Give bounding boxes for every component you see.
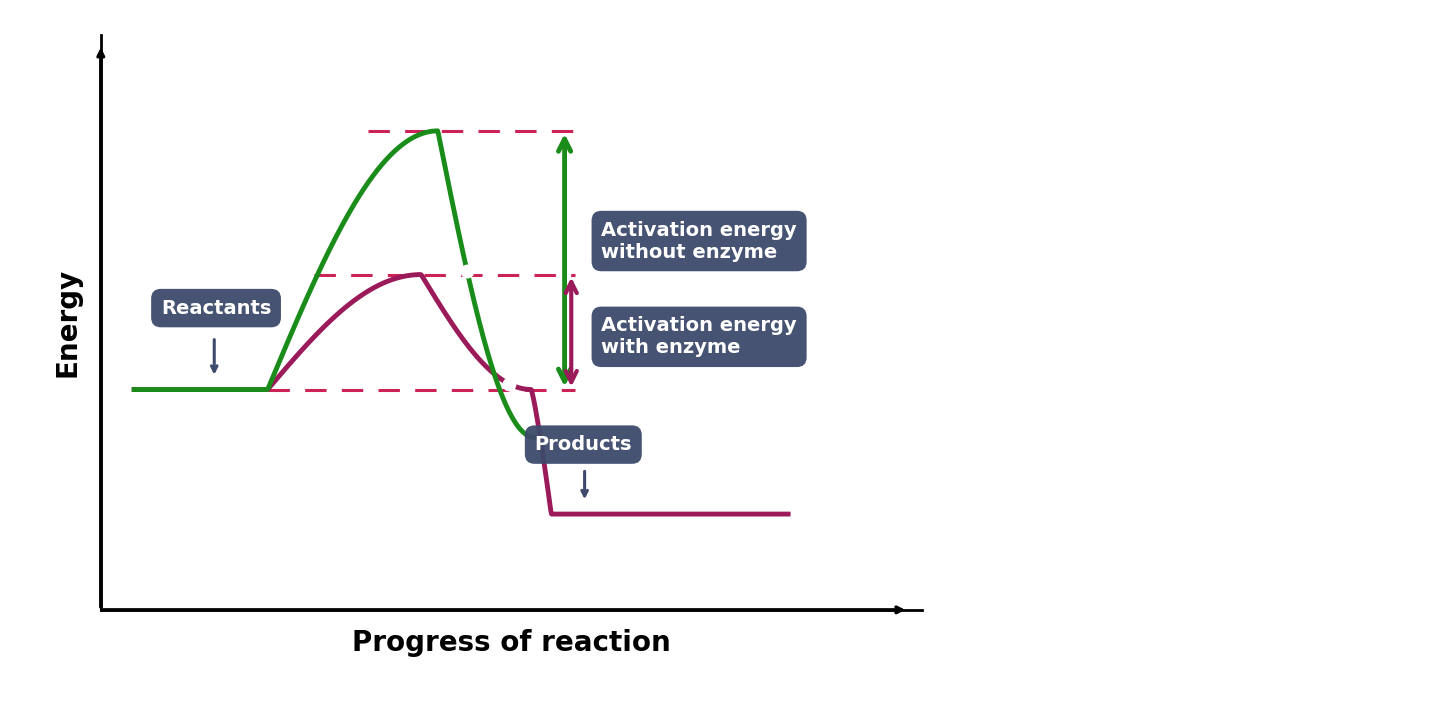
- Text: Activation energy
with enzyme: Activation energy with enzyme: [602, 316, 796, 358]
- Text: Products: Products: [534, 435, 632, 454]
- Text: Reactants: Reactants: [161, 299, 271, 318]
- X-axis label: Progress of reaction: Progress of reaction: [351, 629, 671, 658]
- Y-axis label: Energy: Energy: [53, 268, 81, 377]
- Text: Activation energy
without enzyme: Activation energy without enzyme: [602, 221, 796, 261]
